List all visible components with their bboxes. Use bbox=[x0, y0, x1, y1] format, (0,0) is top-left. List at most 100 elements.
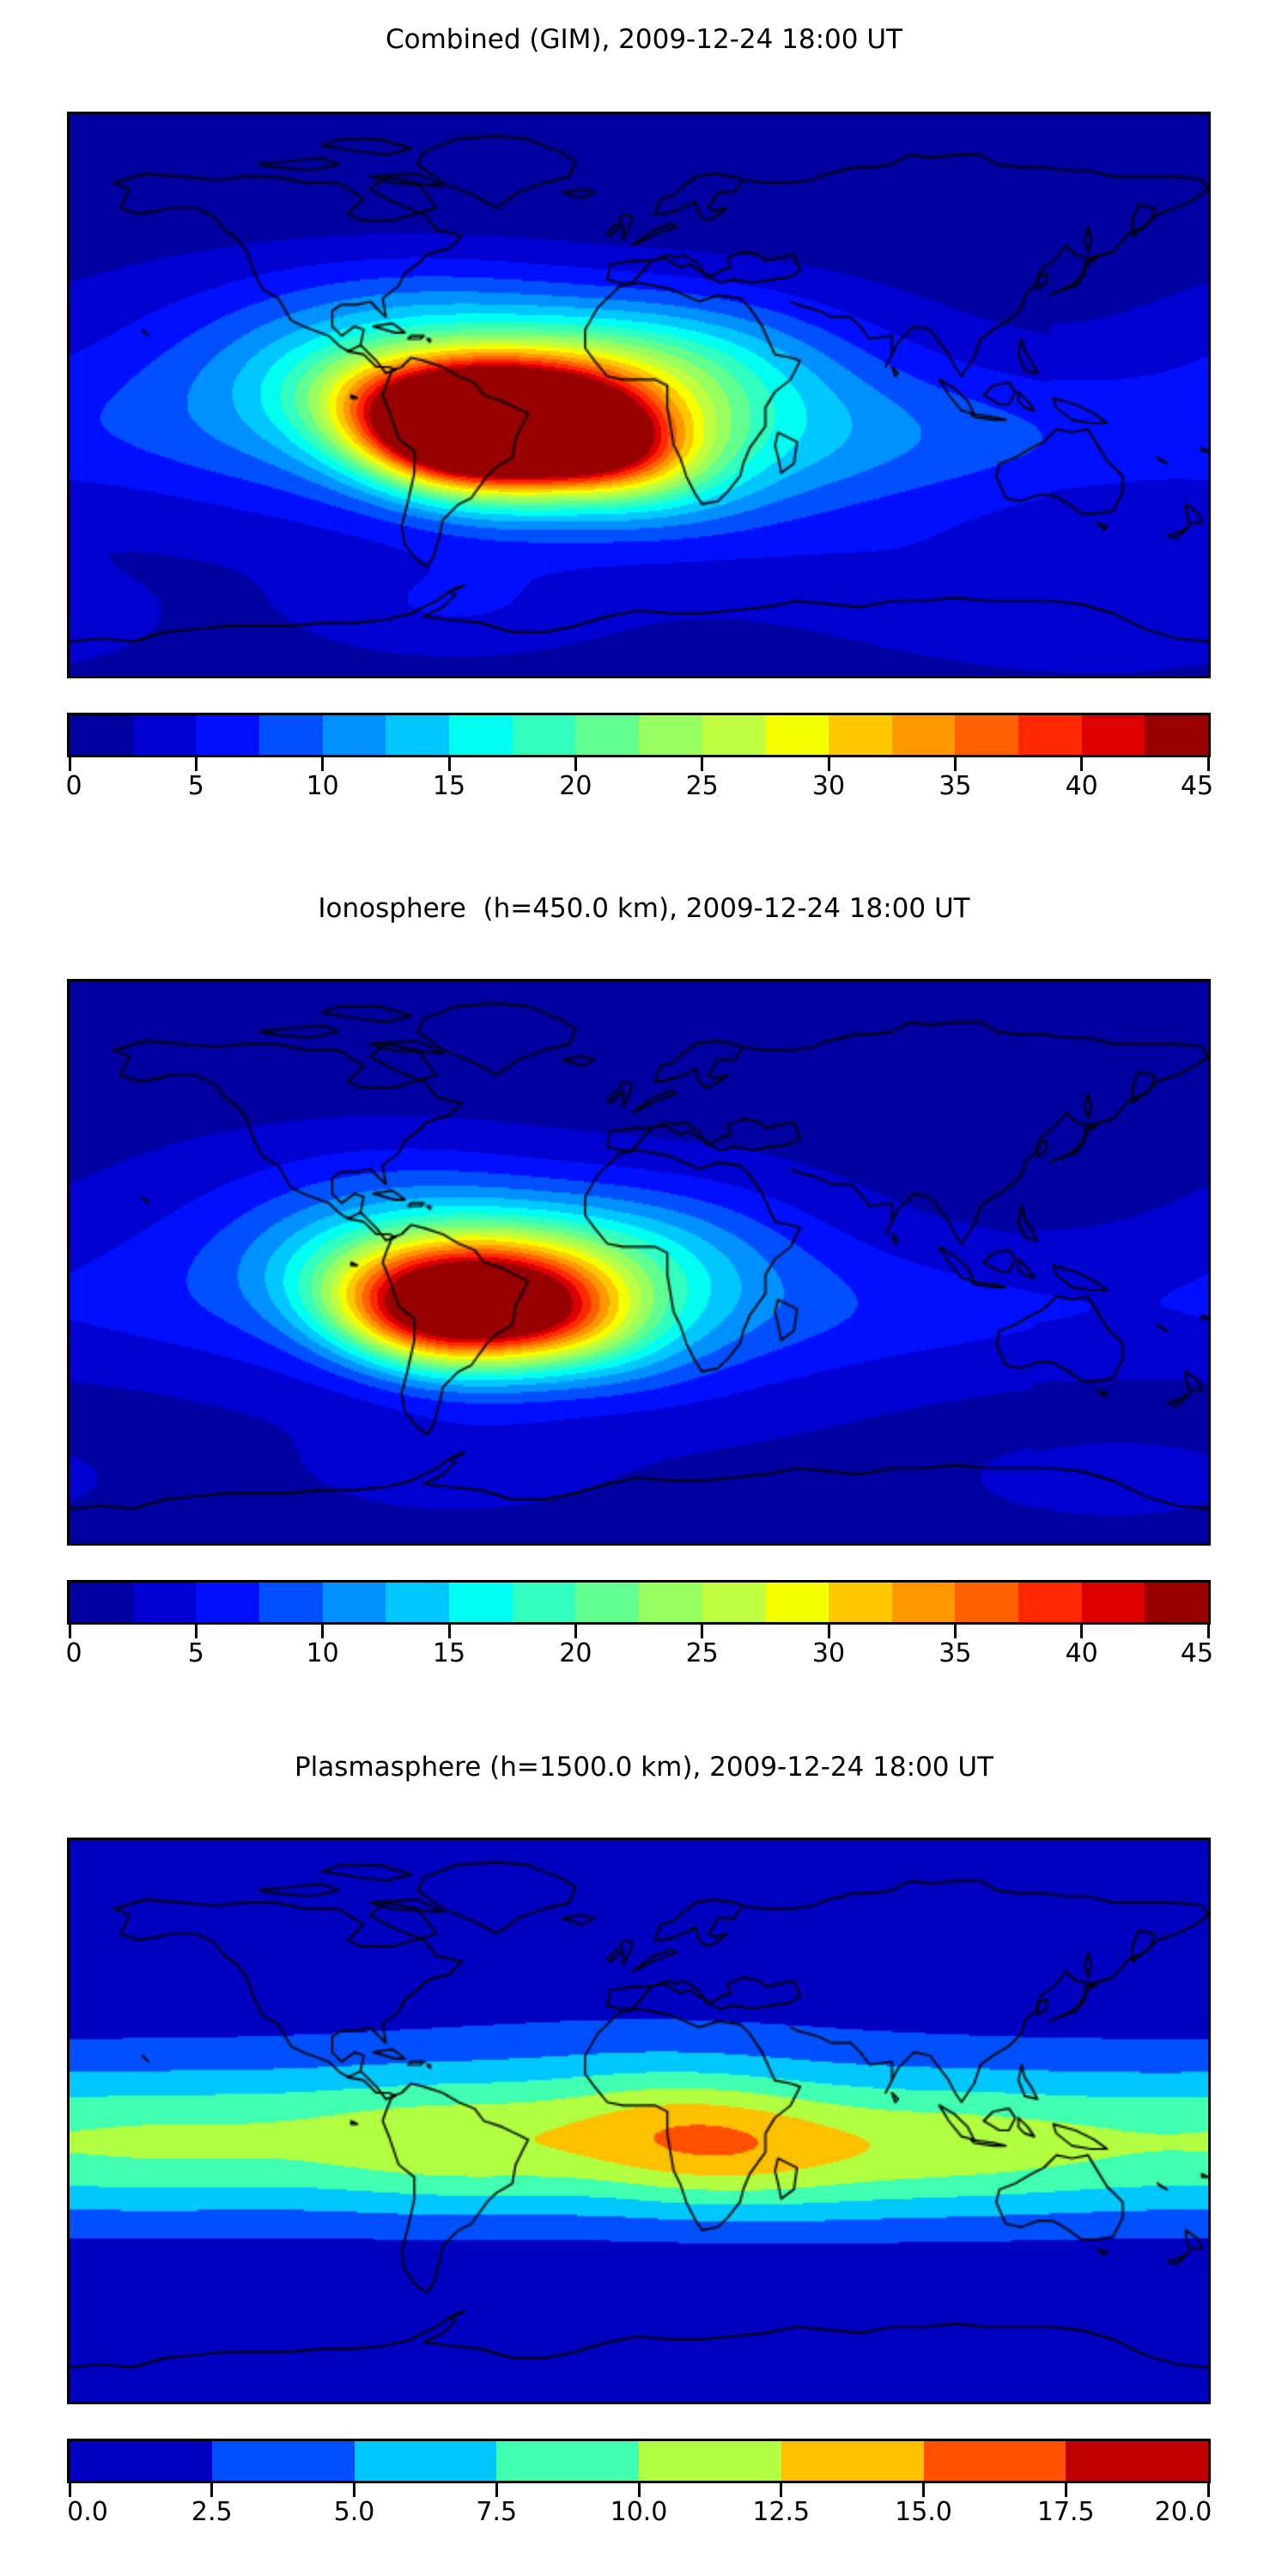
colorbar-tick-label: 20 bbox=[559, 771, 592, 801]
panel-title-plasmasphere: Plasmasphere (h=1500.0 km), 2009-12-24 1… bbox=[294, 1752, 993, 1783]
colorbar-tick bbox=[68, 757, 71, 771]
colorbar-band-6 bbox=[923, 2441, 1066, 2481]
colorbar-band-2 bbox=[196, 1583, 260, 1622]
colorbar-tick bbox=[210, 2483, 214, 2497]
colorbar-tick-labels-plasmasphere: 0.0 2.5 5.0 7.5 10.0 12.5 15.0 17.5 20.0 bbox=[67, 2497, 1212, 2535]
colorbar-tick-label: 15 bbox=[432, 771, 466, 801]
colorbar-band-7 bbox=[512, 715, 576, 755]
colorbar-band-1 bbox=[132, 715, 197, 755]
colorbar-tick-labels-ionosphere: 0 5 10 15 20 25 30 35 40 45 bbox=[65, 1638, 1214, 1676]
panel-title-combined-gim: Combined (GIM), 2009-12-24 18:00 UT bbox=[386, 24, 902, 55]
map-contour-plasmasphere bbox=[70, 1840, 1208, 2402]
colorbar-band-0 bbox=[70, 715, 133, 755]
colorbar-tick-label: 35 bbox=[939, 1638, 972, 1668]
colorbar-tick bbox=[447, 757, 451, 771]
colorbar-tick-label: 10.0 bbox=[610, 2497, 668, 2527]
colorbar-band-6 bbox=[449, 715, 513, 755]
colorbar-band-8 bbox=[575, 715, 640, 755]
colorbar-tick-label: 20 bbox=[559, 1638, 592, 1668]
colorbar-tick bbox=[701, 1625, 704, 1638]
colorbar-tick bbox=[780, 2483, 783, 2497]
colorbar-band-16 bbox=[1081, 1583, 1145, 1622]
colorbar-ionosphere[interactable]: 0 5 10 15 20 25 30 35 40 45 bbox=[65, 1580, 1214, 1676]
colorbar-tick-label: 35 bbox=[939, 771, 972, 801]
colorbar-tick bbox=[68, 1625, 71, 1638]
colorbar-band-1 bbox=[132, 1583, 197, 1622]
colorbar-band-16 bbox=[1081, 715, 1145, 755]
colorbar-tick bbox=[194, 1625, 197, 1638]
colorbar-tick bbox=[321, 757, 325, 771]
colorbar-band-13 bbox=[891, 1583, 956, 1622]
colorbar-band-17 bbox=[1145, 715, 1209, 755]
colorbar-band-3 bbox=[259, 1583, 323, 1622]
colorbar-bands-ionosphere bbox=[67, 1580, 1211, 1625]
colorbar-tick-labels-combined-gim: 0 5 10 15 20 25 30 35 40 45 bbox=[65, 771, 1214, 809]
colorbar-band-5 bbox=[781, 2441, 924, 2481]
colorbar-band-12 bbox=[829, 715, 892, 755]
colorbar-tick bbox=[574, 1625, 577, 1638]
colorbar-band-2 bbox=[354, 2441, 497, 2481]
colorbar-band-12 bbox=[829, 1583, 892, 1622]
colorbar-tick bbox=[1206, 757, 1210, 771]
panel-title-ionosphere: Ionosphere (h=450.0 km), 2009-12-24 18:0… bbox=[318, 893, 970, 924]
colorbar-band-1 bbox=[211, 2441, 355, 2481]
colorbar-ticks-ionosphere bbox=[67, 1625, 1211, 1638]
colorbar-tick-label: 45 bbox=[1180, 771, 1214, 801]
colorbar-tick bbox=[1080, 757, 1084, 771]
colorbar-ticks-plasmasphere bbox=[67, 2483, 1211, 2497]
colorbar-band-14 bbox=[955, 1583, 1019, 1622]
colorbar-band-15 bbox=[1018, 1583, 1082, 1622]
colorbar-tick-label: 7.5 bbox=[476, 2497, 518, 2527]
colorbar-tick-label: 40 bbox=[1065, 771, 1098, 801]
colorbar-tick-label: 20.0 bbox=[1154, 2497, 1212, 2527]
colorbar-tick bbox=[1080, 1625, 1084, 1638]
colorbar-tick-label: 5 bbox=[187, 771, 204, 801]
map-axes-ionosphere bbox=[67, 979, 1211, 1546]
colorbar-tick bbox=[68, 2483, 71, 2497]
colorbar-tick-label: 25 bbox=[685, 771, 719, 801]
colorbar-band-3 bbox=[259, 715, 323, 755]
colorbar-bands-combined-gim bbox=[67, 713, 1211, 757]
colorbar-plasmasphere[interactable]: 0.0 2.5 5.0 7.5 10.0 12.5 15.0 17.5 20.0 bbox=[67, 2439, 1212, 2535]
colorbar-tick bbox=[447, 1625, 451, 1638]
colorbar-band-10 bbox=[702, 715, 766, 755]
colorbar-tick bbox=[1206, 2483, 1210, 2497]
colorbar-band-3 bbox=[496, 2441, 639, 2481]
map-contour-combined-gim bbox=[70, 114, 1208, 676]
colorbar-band-5 bbox=[386, 715, 450, 755]
colorbar-combined-gim[interactable]: 0 5 10 15 20 25 30 35 40 45 bbox=[65, 713, 1214, 809]
map-axes-plasmasphere bbox=[67, 1838, 1211, 2404]
colorbar-band-6 bbox=[449, 1583, 513, 1622]
colorbar-band-10 bbox=[702, 1583, 766, 1622]
colorbar-tick bbox=[353, 2483, 355, 2497]
colorbar-band-2 bbox=[196, 715, 260, 755]
colorbar-band-9 bbox=[639, 1583, 702, 1622]
colorbar-tick bbox=[495, 2483, 498, 2497]
colorbar-band-4 bbox=[322, 1583, 386, 1622]
colorbar-tick bbox=[701, 757, 704, 771]
colorbar-tick-label: 40 bbox=[1065, 1638, 1098, 1668]
colorbar-tick bbox=[827, 757, 830, 771]
colorbar-band-14 bbox=[955, 715, 1019, 755]
colorbar-band-13 bbox=[891, 715, 956, 755]
colorbar-tick-label: 45 bbox=[1180, 1638, 1214, 1668]
colorbar-tick-label: 0 bbox=[65, 771, 82, 801]
colorbar-tick-label: 17.5 bbox=[1036, 2497, 1095, 2527]
colorbar-band-11 bbox=[765, 1583, 829, 1622]
colorbar-tick bbox=[827, 1625, 830, 1638]
colorbar-band-4 bbox=[639, 2441, 781, 2481]
colorbar-band-15 bbox=[1018, 715, 1082, 755]
colorbar-band-17 bbox=[1145, 1583, 1209, 1622]
map-contour-ionosphere bbox=[70, 981, 1208, 1543]
colorbar-tick bbox=[637, 2483, 641, 2497]
colorbar-tick-label: 15.0 bbox=[895, 2497, 952, 2527]
colorbar-tick-label: 30 bbox=[811, 771, 846, 801]
colorbar-band-0 bbox=[70, 2441, 212, 2481]
colorbar-tick bbox=[574, 757, 577, 771]
colorbar-tick bbox=[1064, 2483, 1067, 2497]
colorbar-band-5 bbox=[386, 1583, 450, 1622]
colorbar-band-7 bbox=[1066, 2441, 1208, 2481]
colorbar-tick-label: 25 bbox=[685, 1638, 719, 1668]
colorbar-tick-label: 12.5 bbox=[752, 2497, 811, 2527]
